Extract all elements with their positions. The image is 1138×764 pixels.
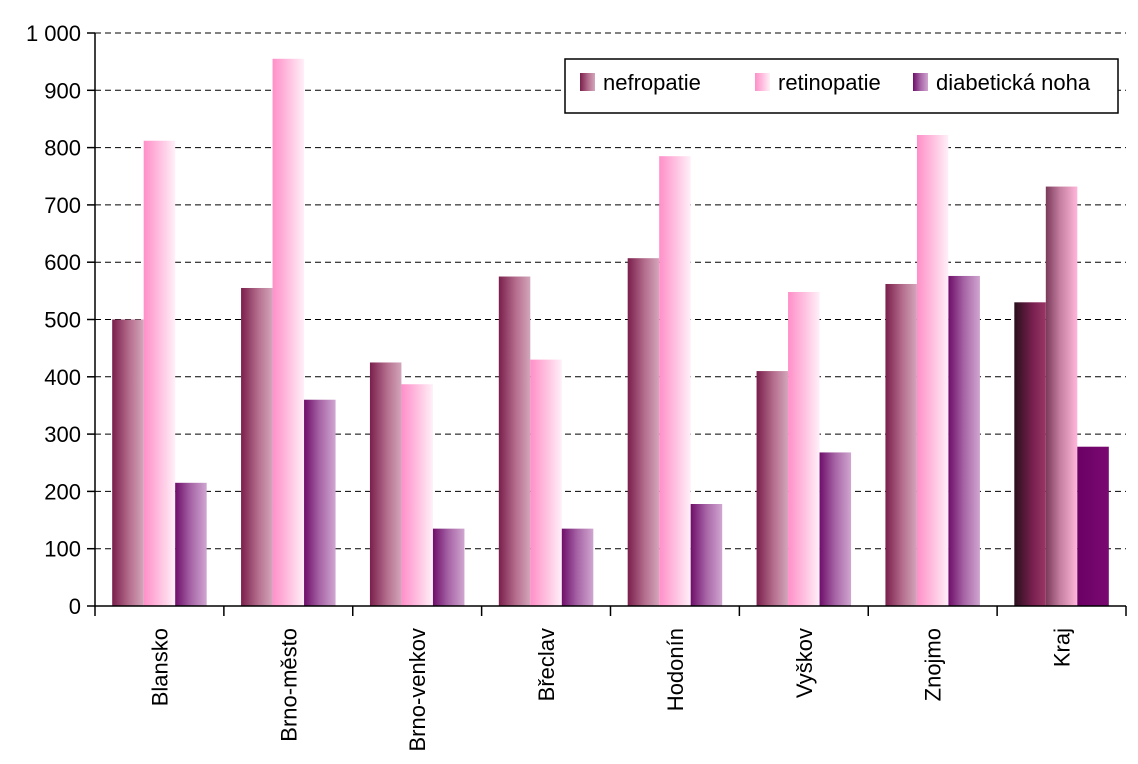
bar-retinopatie-1 xyxy=(272,58,305,607)
bar-diabetická-noha-0 xyxy=(175,482,207,606)
bar-retinopatie-7 xyxy=(1045,186,1078,606)
y-tick-label: 500 xyxy=(44,308,81,333)
x-tick-label: Brno-město xyxy=(276,628,301,742)
bar-retinopatie-6 xyxy=(916,134,949,606)
y-axis-ticks: 0 100 200 300 400 500 600 700 800 900 1 000 xyxy=(26,21,95,619)
y-tick-label: 600 xyxy=(44,250,81,275)
x-axis-ticks: Blansko Brno-město Brno-venkov Břeclav Hodon… xyxy=(94,606,1127,752)
bars-layer xyxy=(112,58,1109,607)
bar-nefropatie-4 xyxy=(627,258,660,606)
bar-diabetická-noha-5 xyxy=(819,452,852,606)
bar-retinopatie-2 xyxy=(401,384,433,606)
y-tick-label: 800 xyxy=(44,136,81,161)
legend-box xyxy=(564,58,1119,114)
legend: nefropatie retinopatie diabetická noha xyxy=(564,58,1119,114)
bar-retinopatie-3 xyxy=(530,359,562,606)
bar-nefropatie-5 xyxy=(756,371,789,606)
bar-retinopatie-4 xyxy=(659,156,691,606)
x-tick-label: Brno-venkov xyxy=(405,628,430,752)
bar-retinopatie-0 xyxy=(143,140,176,606)
bar-diabetická-noha-1 xyxy=(304,399,336,606)
x-tick-label: Hodonín xyxy=(663,628,688,711)
bar-nefropatie-0 xyxy=(112,319,144,606)
bar-diabetická-noha-3 xyxy=(561,528,594,606)
x-tick-label: Znojmo xyxy=(921,628,946,701)
y-tick-label: 200 xyxy=(44,479,81,504)
bar-diabetická-noha-7 xyxy=(1077,446,1109,606)
legend-swatch xyxy=(755,73,770,91)
x-tick-label: Kraj xyxy=(1050,628,1075,667)
y-tick-label: 100 xyxy=(44,537,81,562)
x-tick-label: Břeclav xyxy=(534,628,559,701)
legend-label: diabetická noha xyxy=(936,70,1091,95)
bar-nefropatie-7 xyxy=(1014,302,1046,606)
y-tick-label: 300 xyxy=(44,422,81,447)
y-tick-label: 400 xyxy=(44,365,81,390)
x-tick-label: Blansko xyxy=(147,628,172,706)
bar-retinopatie-5 xyxy=(788,291,820,606)
bar-diabetická-noha-6 xyxy=(948,275,980,606)
legend-label: retinopatie xyxy=(778,70,881,95)
bar-nefropatie-6 xyxy=(885,283,917,606)
bar-diabetická-noha-4 xyxy=(690,504,723,606)
x-tick-label: Vyškov xyxy=(792,628,817,698)
legend-swatch xyxy=(913,73,928,91)
bar-nefropatie-3 xyxy=(498,276,531,606)
bar-nefropatie-2 xyxy=(369,362,402,606)
legend-label: nefropatie xyxy=(603,70,701,95)
y-tick-label: 0 xyxy=(69,594,81,619)
legend-swatch xyxy=(580,73,595,91)
y-tick-label: 1 000 xyxy=(26,21,81,46)
y-tick-label: 900 xyxy=(44,78,81,103)
bar-diabetická-noha-2 xyxy=(432,528,465,606)
y-tick-label: 700 xyxy=(44,193,81,218)
bar-nefropatie-1 xyxy=(241,287,273,606)
